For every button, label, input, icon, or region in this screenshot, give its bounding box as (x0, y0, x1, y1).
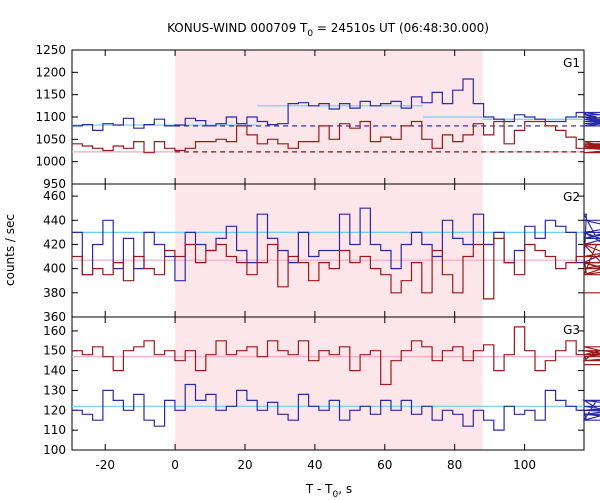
y-tick-label-g2: 460 (43, 189, 66, 203)
y-tick-label-g1: 1000 (35, 155, 66, 169)
y-axis-title: counts / sec (3, 214, 17, 286)
series-red-g1 (72, 120, 600, 154)
chart-title: KONUS-WIND 000709 T0 = 24510s UT (06:48:… (167, 21, 489, 39)
x-tick-label: 0 (171, 458, 179, 472)
y-tick-label-g3: 120 (43, 403, 66, 417)
x-tick-label: -20 (95, 458, 115, 472)
y-tick-label-g1: 1200 (35, 65, 66, 79)
panel-frame-g3 (71, 316, 585, 451)
panel-label-g2: G2 (563, 190, 580, 204)
y-tick-label-g3: 160 (43, 324, 66, 338)
text-layer: KONUS-WIND 000709 T0 = 24510s UT (06:48:… (3, 21, 580, 500)
x-axis-title: T - T0, s (305, 482, 352, 500)
y-tick-label-g3: 110 (43, 423, 66, 437)
series-red-g3 (72, 326, 600, 386)
y-tick-label-g1: 1050 (35, 132, 66, 146)
x-tick-label: 20 (237, 458, 252, 472)
y-tick-label-g2: 420 (43, 237, 66, 251)
series-blue-g2 (72, 207, 600, 282)
y-tick-label-g1: 1250 (35, 43, 66, 57)
y-tick-label-g1: 950 (43, 177, 66, 191)
y-tick-label-g3: 150 (43, 344, 66, 358)
panel-label-g3: G3 (563, 323, 580, 337)
series-blue-g3 (72, 383, 600, 431)
series-red-g2 (72, 237, 600, 300)
x-tick-label: 80 (447, 458, 462, 472)
x-tick-label: 100 (513, 458, 536, 472)
y-tick-label-g3: 130 (43, 383, 66, 397)
y-tick-label-g3: 140 (43, 364, 66, 378)
y-tick-label-g3: 100 (43, 443, 66, 457)
axes-layer (71, 49, 585, 451)
x-tick-label: 60 (377, 458, 392, 472)
y-tick-label-g1: 1150 (35, 88, 66, 102)
y-tick-label-g1: 1100 (35, 110, 66, 124)
y-tick-label-g2: 380 (43, 286, 66, 300)
x-tick-label: 40 (307, 458, 322, 472)
panel-label-g1: G1 (563, 56, 580, 70)
y-tick-label-g2: 440 (43, 213, 66, 227)
y-tick-label-g2: 400 (43, 262, 66, 276)
y-tick-label-g2: 360 (43, 310, 66, 324)
series-blue-g1 (72, 78, 600, 131)
data-layer (72, 78, 600, 431)
